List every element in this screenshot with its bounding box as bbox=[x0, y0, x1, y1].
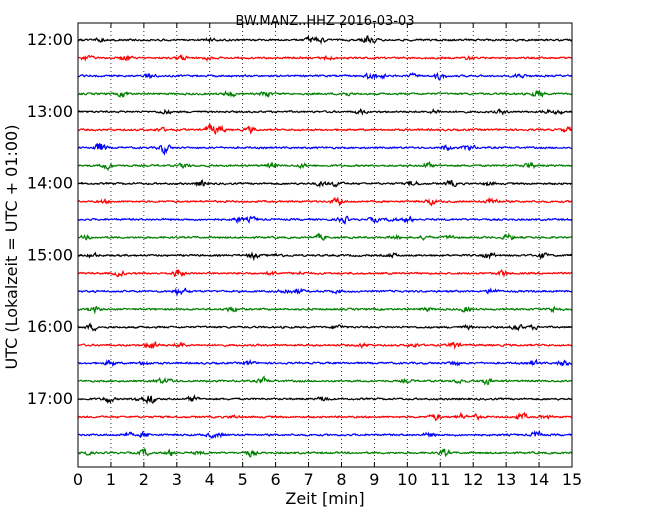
y-ticks: 12:00 13:00 14:00 15:00 16:00 17:00 bbox=[27, 30, 572, 408]
trace-line bbox=[77, 448, 573, 458]
y-tick-label: 16:00 bbox=[27, 317, 73, 336]
y-axis-label: UTC (Lokalzeit = UTC + 01:00) bbox=[2, 125, 21, 370]
trace-layer bbox=[77, 34, 573, 458]
x-axis-label: Zeit [min] bbox=[285, 489, 364, 508]
trace-line bbox=[77, 305, 573, 315]
trace-line bbox=[77, 394, 572, 405]
trace-line bbox=[77, 53, 572, 63]
trace-line bbox=[77, 251, 573, 262]
x-tick-label: 8 bbox=[336, 470, 346, 489]
trace-line bbox=[77, 107, 573, 116]
trace-line bbox=[77, 124, 573, 135]
trace-line bbox=[77, 160, 573, 172]
trace-line bbox=[77, 322, 573, 332]
trace-line bbox=[77, 268, 572, 278]
trace-line bbox=[77, 341, 573, 350]
x-ticks: 0 1 2 3 4 5 6 7 8 9 10 11 12 13 14 15 bbox=[73, 23, 582, 489]
x-tick-label: 14 bbox=[529, 470, 549, 489]
x-tick-label: 11 bbox=[430, 470, 450, 489]
chart-title: BW.MANZ..HHZ 2016-03-03 bbox=[235, 14, 414, 29]
trace-line bbox=[77, 143, 573, 156]
trace-line bbox=[77, 215, 573, 225]
x-tick-label: 2 bbox=[139, 470, 149, 489]
trace-line bbox=[77, 179, 572, 189]
x-tick-label: 6 bbox=[271, 470, 281, 489]
y-tick-label: 14:00 bbox=[27, 174, 73, 193]
x-tick-label: 3 bbox=[172, 470, 182, 489]
x-tick-label: 1 bbox=[106, 470, 116, 489]
trace-line bbox=[77, 196, 573, 207]
x-tick-label: 15 bbox=[562, 470, 582, 489]
trace-line bbox=[77, 287, 573, 298]
y-tick-label: 15:00 bbox=[27, 245, 73, 264]
x-tick-label: 13 bbox=[496, 470, 516, 489]
trace-line bbox=[77, 411, 572, 422]
x-tick-label: 10 bbox=[397, 470, 417, 489]
y-tick-label: 17:00 bbox=[27, 389, 73, 408]
x-tick-label: 4 bbox=[205, 470, 215, 489]
plot-frame bbox=[77, 22, 573, 468]
trace-line bbox=[77, 34, 573, 45]
trace-line bbox=[77, 71, 573, 81]
x-tick-label: 9 bbox=[369, 470, 379, 489]
trace-line bbox=[77, 232, 573, 242]
trace-line bbox=[77, 358, 573, 368]
trace-line bbox=[77, 429, 572, 439]
y-tick-label: 13:00 bbox=[27, 102, 73, 121]
x-tick-label: 0 bbox=[73, 470, 83, 489]
x-tick-label: 12 bbox=[463, 470, 483, 489]
x-tick-label: 7 bbox=[303, 470, 313, 489]
x-tick-label: 5 bbox=[238, 470, 248, 489]
trace-line bbox=[77, 375, 573, 386]
trace-line bbox=[77, 89, 572, 99]
y-tick-label: 12:00 bbox=[27, 30, 73, 49]
